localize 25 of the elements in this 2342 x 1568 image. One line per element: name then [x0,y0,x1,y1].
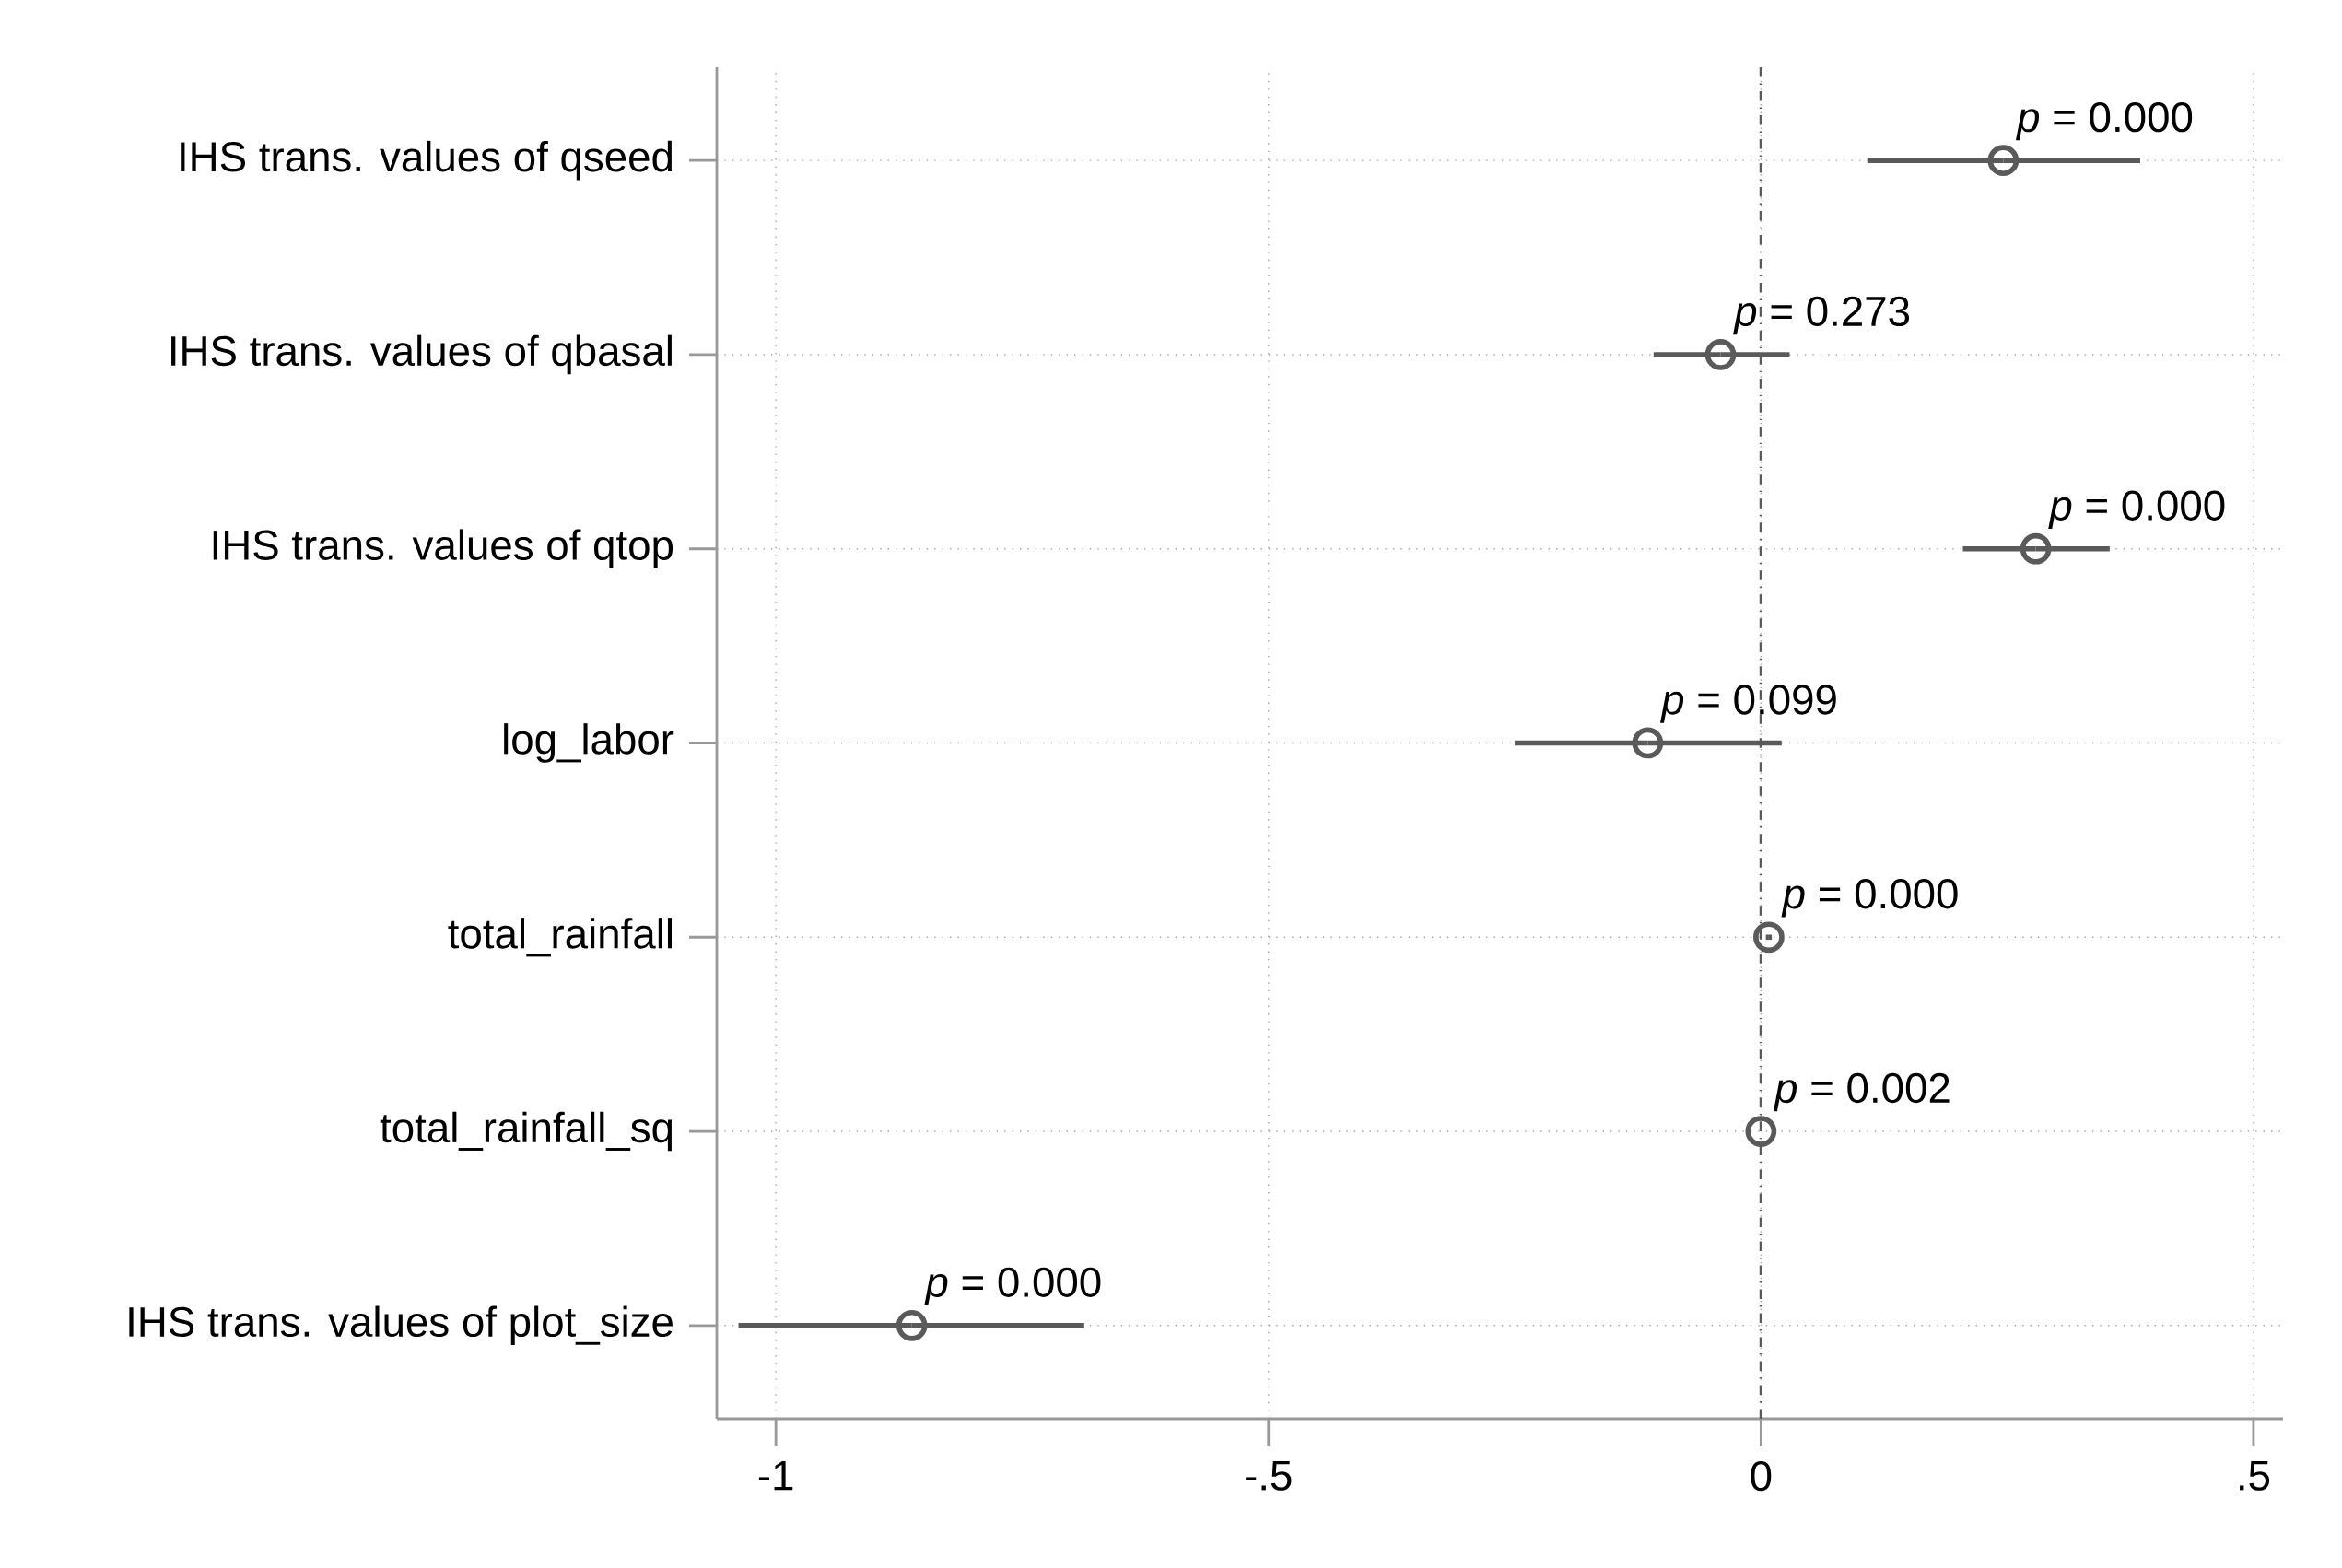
annotation: p = 0.000 [1781,879,1958,918]
point [896,1309,928,1341]
point [1745,1116,1777,1147]
annotation: p = 0.000 [2048,490,2225,529]
y-tick-label: IHS trans. values of qseed [181,140,673,181]
annotation: p = 0.000 [2015,101,2193,141]
x-tick-label: -1 [758,1460,793,1491]
point [2020,532,2052,565]
point [1753,921,1785,954]
x-tick-label: -.5 [1246,1460,1292,1491]
annotation: p = 0.099 [1659,685,1836,723]
point [1632,727,1664,759]
y-tick-label: IHS trans. values of plot_size [129,1305,673,1346]
point [1704,339,1737,370]
x-tick-label: .5 [2240,1460,2270,1491]
y-tick-label: log_labor [504,723,674,763]
annotation: p = 0.273 [1733,296,1910,335]
annotation: p = 0.002 [1773,1072,1950,1112]
y-tick-label: IHS trans. values of qbasal [171,334,672,375]
y-tick-label: total_rainfall [448,918,672,957]
y-tick-label: total_rainfall_sq [380,1111,673,1152]
y-tick-label: IHS trans. values of qtop [213,529,673,569]
annotation: p = 0.000 [924,1267,1101,1306]
point [1987,145,2020,177]
x-tick-label: 0 [1751,1460,1772,1492]
